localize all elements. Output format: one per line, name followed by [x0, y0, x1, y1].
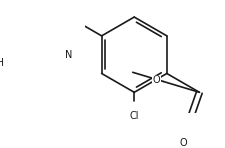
Text: Cl: Cl [130, 111, 139, 121]
Text: O: O [180, 138, 187, 148]
Text: O: O [153, 75, 160, 85]
Text: OH: OH [0, 58, 4, 68]
Text: N: N [65, 50, 73, 60]
